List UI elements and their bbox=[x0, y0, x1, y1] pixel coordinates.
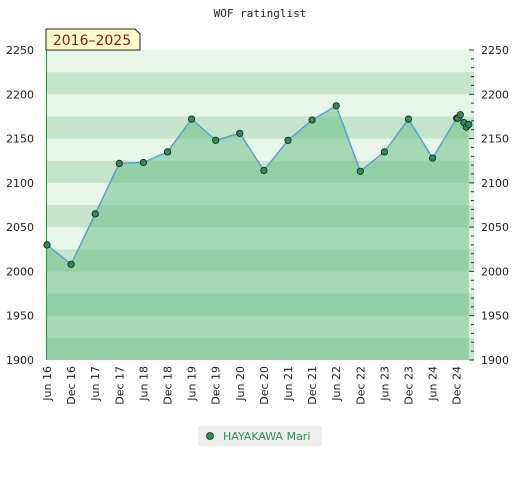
y-tick-label-right: 2200 bbox=[481, 88, 509, 101]
x-tick-label: Dec 17 bbox=[113, 366, 126, 405]
x-tick-label: Dec 16 bbox=[65, 366, 78, 405]
grid-band bbox=[46, 116, 474, 139]
x-tick-label: Dec 24 bbox=[451, 366, 464, 405]
x-tick-label: Jun 19 bbox=[186, 366, 199, 402]
period-badge: 2016–2025 bbox=[45, 28, 141, 51]
y-tick-label-right: 2100 bbox=[481, 177, 509, 190]
x-axis: Jun 16 Dec 16 Jun 17 Dec 17 Jun 18 Dec 18 Jun … bbox=[41, 366, 464, 405]
y-tick-label-right: 2050 bbox=[481, 221, 509, 234]
data-point bbox=[456, 111, 464, 119]
y-tick-label-left: 2000 bbox=[6, 265, 34, 278]
x-tick-label: Dec 19 bbox=[210, 366, 223, 405]
x-tick-label: Dec 20 bbox=[258, 366, 271, 405]
data-point bbox=[163, 148, 172, 156]
grid-band bbox=[46, 138, 474, 161]
x-tick-label: Dec 18 bbox=[162, 366, 175, 405]
x-tick-label: Dec 22 bbox=[354, 366, 367, 405]
data-point bbox=[332, 102, 340, 110]
legend-entry-label: HAYAKAWA Mari bbox=[223, 430, 310, 443]
x-tick-label: Jun 22 bbox=[330, 366, 343, 402]
chart-title: WOF ratinglist bbox=[214, 7, 307, 20]
y-tick-label-left: 2200 bbox=[6, 88, 34, 101]
x-tick-label: Jun 17 bbox=[89, 366, 102, 402]
y-tick-label-left: 1950 bbox=[6, 310, 34, 323]
x-tick-label: Dec 23 bbox=[403, 366, 416, 405]
data-point bbox=[212, 136, 220, 144]
legend-marker-icon bbox=[206, 432, 214, 440]
y-tick-label-right: 1900 bbox=[481, 354, 509, 367]
y-tick-label-right: 1950 bbox=[481, 310, 509, 323]
data-point bbox=[91, 210, 99, 218]
y-axis-right: 1900 1950 2000 2050 2100 2150 2200 2250 bbox=[469, 44, 509, 367]
y-tick-label-left: 2250 bbox=[6, 44, 34, 57]
grid-band bbox=[46, 94, 474, 117]
data-point bbox=[115, 159, 123, 167]
period-label: 2016–2025 bbox=[53, 33, 131, 49]
grid-band bbox=[46, 72, 474, 95]
y-tick-label-right: 2250 bbox=[481, 44, 509, 57]
data-point bbox=[284, 136, 292, 144]
data-point bbox=[67, 260, 75, 268]
y-tick-label-left: 1900 bbox=[6, 354, 34, 367]
y-axis-left: 1900 1950 2000 2050 2100 2150 2200 2250 bbox=[6, 44, 34, 367]
data-points bbox=[43, 102, 473, 268]
y-tick-label-left: 2100 bbox=[6, 177, 34, 190]
data-point bbox=[428, 154, 437, 162]
legend: HAYAKAWA Mari bbox=[198, 426, 322, 446]
data-point bbox=[43, 241, 51, 249]
x-tick-label: Jun 21 bbox=[282, 366, 295, 402]
x-tick-label: Dec 21 bbox=[306, 366, 319, 405]
data-point bbox=[308, 116, 316, 124]
data-point bbox=[465, 120, 473, 129]
y-tick-label-right: 2150 bbox=[481, 133, 509, 146]
y-tick-label-left: 2150 bbox=[6, 133, 34, 146]
data-point bbox=[139, 158, 147, 167]
data-point bbox=[380, 148, 388, 156]
data-point bbox=[356, 167, 364, 175]
x-tick-label: Jun 23 bbox=[378, 366, 391, 402]
data-point bbox=[260, 166, 268, 175]
x-tick-label: Jun 18 bbox=[137, 366, 150, 402]
data-point bbox=[236, 129, 244, 137]
x-tick-label: Jun 20 bbox=[234, 366, 247, 402]
x-tick-label: Jun 16 bbox=[41, 366, 54, 402]
y-tick-label-right: 2000 bbox=[481, 265, 509, 278]
x-tick-label: Jun 24 bbox=[427, 366, 440, 402]
y-tick-label-left: 2050 bbox=[6, 221, 34, 234]
data-point bbox=[188, 115, 196, 123]
grid-band bbox=[46, 50, 474, 73]
data-point bbox=[404, 115, 413, 123]
